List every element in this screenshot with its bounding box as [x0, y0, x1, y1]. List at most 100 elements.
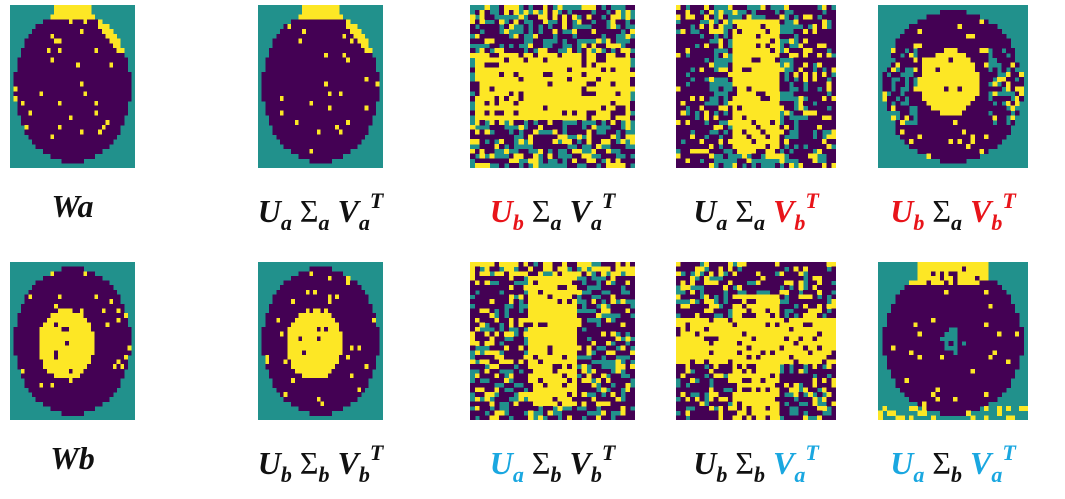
- pixel: [87, 341, 91, 346]
- pixel: [690, 91, 695, 96]
- pixel: [313, 120, 317, 125]
- pixel: [979, 58, 984, 63]
- pixel: [485, 53, 490, 58]
- pixel: [80, 158, 84, 163]
- pixel: [313, 39, 317, 44]
- pixel: [61, 383, 65, 388]
- pixel: [21, 120, 25, 125]
- pixel: [113, 308, 117, 313]
- pixel: [953, 24, 958, 29]
- pixel: [102, 39, 106, 44]
- pixel: [73, 276, 77, 281]
- pixel: [751, 63, 756, 68]
- pixel: [50, 115, 54, 120]
- pixel: [780, 101, 785, 106]
- pixel: [756, 63, 761, 68]
- pixel: [993, 144, 998, 149]
- pixel: [611, 10, 616, 15]
- pixel: [728, 106, 733, 111]
- pixel: [58, 130, 62, 135]
- pixel: [988, 87, 993, 92]
- pixel: [676, 15, 681, 20]
- pixel: [73, 58, 77, 63]
- pixel: [317, 5, 321, 10]
- pixel: [365, 87, 369, 92]
- pixel: [927, 154, 932, 159]
- pixel: [284, 63, 288, 68]
- pixel: [47, 387, 51, 392]
- pixel: [291, 82, 295, 87]
- pixel: [606, 87, 611, 92]
- pixel: [827, 125, 832, 130]
- pixel: [1006, 101, 1011, 106]
- pixel: [562, 63, 567, 68]
- pixel: [957, 24, 962, 29]
- pixel: [789, 101, 794, 106]
- pixel: [339, 53, 343, 58]
- pixel: [95, 48, 99, 53]
- pixel: [812, 96, 817, 101]
- pixel: [591, 82, 596, 87]
- pixel: [36, 63, 40, 68]
- pixel: [61, 43, 65, 48]
- pixel: [50, 96, 54, 101]
- pixel: [95, 43, 99, 48]
- pixel: [538, 139, 543, 144]
- pixel: [102, 327, 106, 332]
- pixel: [949, 154, 954, 159]
- pixel: [328, 110, 332, 115]
- pixel: [50, 82, 54, 87]
- pixel: [931, 19, 936, 24]
- pixel: [361, 115, 365, 120]
- pixel: [761, 96, 766, 101]
- pixel: [47, 24, 51, 29]
- pixel: [831, 87, 836, 92]
- pixel: [287, 77, 291, 82]
- pixel: [962, 53, 967, 58]
- pixel: [113, 48, 117, 53]
- pixel: [971, 15, 976, 20]
- pixel: [831, 158, 836, 163]
- pixel: [918, 72, 923, 77]
- pixel: [596, 82, 601, 87]
- pixel: [509, 63, 514, 68]
- pixel: [751, 96, 756, 101]
- pixel: [966, 144, 971, 149]
- pixel: [596, 34, 601, 39]
- pixel: [681, 72, 686, 77]
- pixel: [14, 350, 18, 355]
- pixel: [269, 82, 273, 87]
- pixel: [36, 144, 40, 149]
- pixel: [737, 139, 742, 144]
- pixel: [601, 58, 606, 63]
- pixel: [32, 29, 36, 34]
- pixel: [765, 10, 770, 15]
- pixel: [681, 96, 686, 101]
- pixel: [695, 120, 700, 125]
- pixel: [747, 101, 752, 106]
- pixel: [817, 120, 822, 125]
- pixel: [58, 383, 62, 388]
- pixel: [21, 53, 25, 58]
- pixel: [944, 34, 949, 39]
- pixel: [751, 91, 756, 96]
- pixel: [817, 91, 822, 96]
- pixel: [76, 91, 80, 96]
- pixel: [102, 374, 106, 379]
- pixel: [761, 106, 766, 111]
- pixel: [76, 369, 80, 374]
- pixel: [504, 149, 509, 154]
- pixel: [346, 67, 350, 72]
- pixel: [39, 374, 43, 379]
- pixel: [36, 115, 40, 120]
- pixel: [87, 295, 91, 300]
- pixel: [321, 15, 325, 20]
- pixel: [276, 48, 280, 53]
- pixel: [732, 77, 737, 82]
- pixel: [84, 29, 88, 34]
- pixel: [780, 139, 785, 144]
- pixel: [620, 72, 625, 77]
- pixel: [918, 24, 923, 29]
- pixel: [728, 5, 733, 10]
- pixel: [43, 392, 47, 397]
